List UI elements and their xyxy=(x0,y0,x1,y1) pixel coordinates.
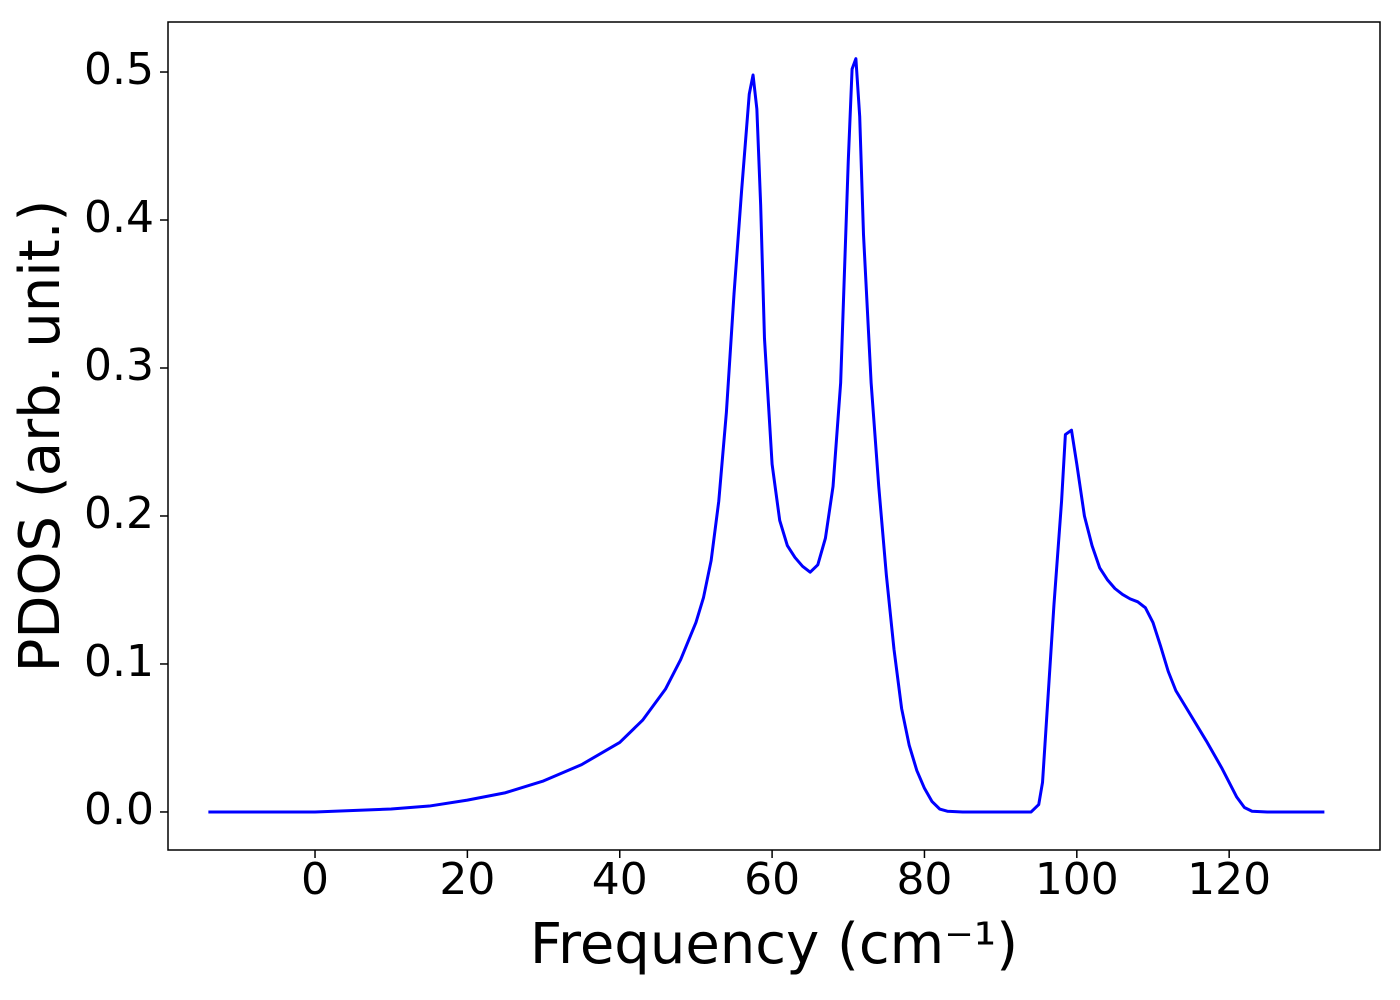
x-tick-label: 100 xyxy=(1035,854,1119,905)
x-tick-label: 120 xyxy=(1187,854,1271,905)
x-tick-label: 80 xyxy=(896,854,952,905)
y-tick-label: 0.4 xyxy=(84,192,154,243)
x-tick-label: 60 xyxy=(744,854,800,905)
y-axis-label: PDOS (arb. unit.) xyxy=(8,200,73,673)
y-tick-label: 0.0 xyxy=(84,784,154,835)
x-tick-label: 40 xyxy=(592,854,648,905)
x-axis-label: Frequency (cm⁻¹) xyxy=(530,912,1018,977)
data-line xyxy=(208,57,1325,814)
y-tick-label: 0.5 xyxy=(84,44,154,95)
x-tick-label: 0 xyxy=(301,854,329,905)
y-tick-label: 0.1 xyxy=(84,636,154,687)
y-tick-label: 0.3 xyxy=(84,340,154,391)
x-tick-label: 20 xyxy=(439,854,495,905)
y-tick-label: 0.2 xyxy=(84,488,154,539)
plot-frame xyxy=(167,21,1381,851)
